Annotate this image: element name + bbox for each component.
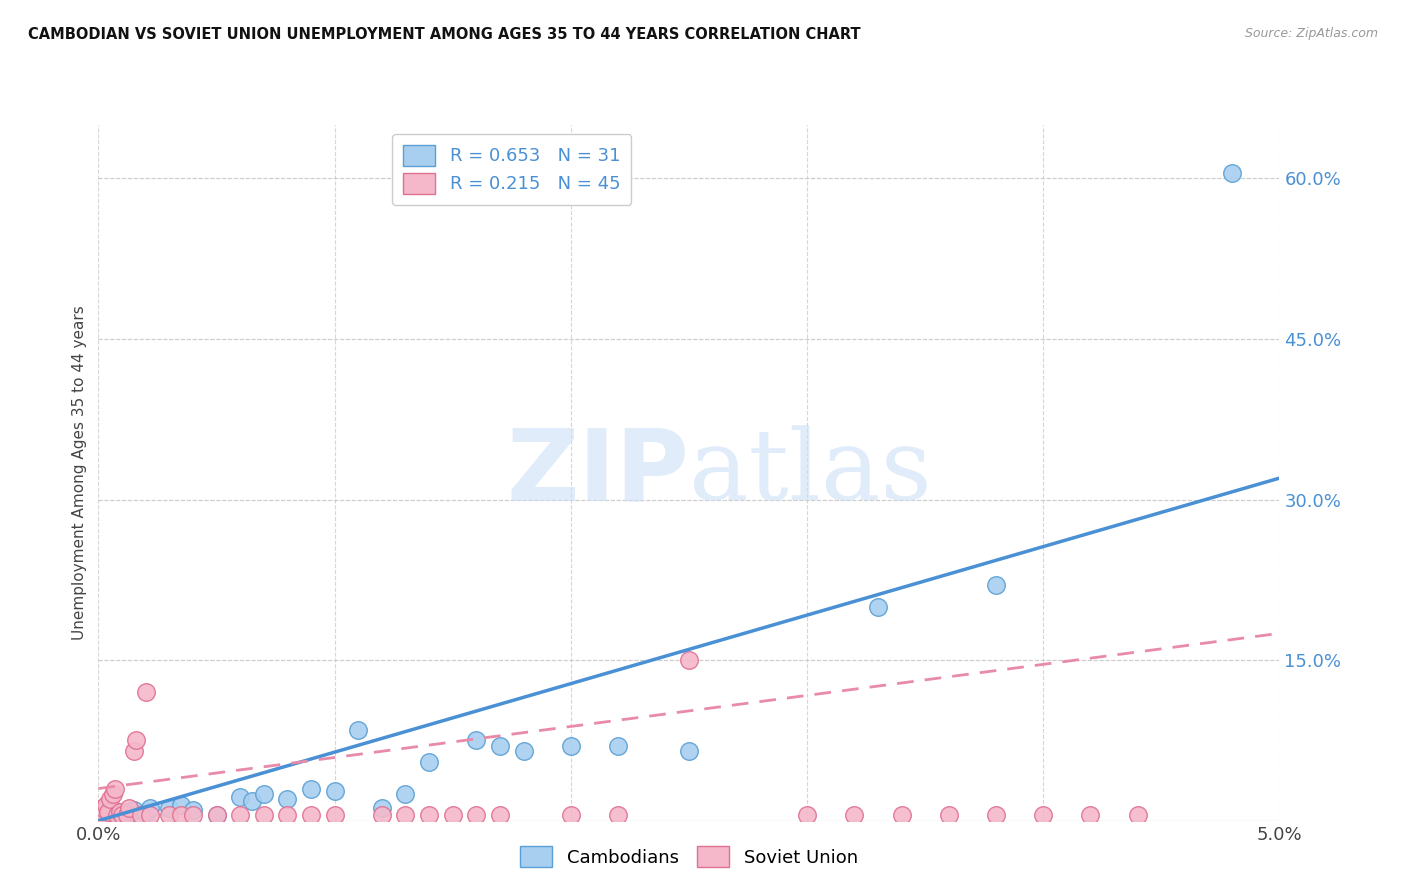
Point <box>118 801 141 815</box>
Point <box>890 808 912 822</box>
Point <box>347 723 370 737</box>
Point <box>115 808 138 822</box>
Point <box>139 801 162 815</box>
Point <box>135 806 157 821</box>
Point <box>1220 166 1243 180</box>
Point <box>299 781 322 796</box>
Point <box>157 801 180 815</box>
Point <box>125 733 148 747</box>
Point <box>844 808 866 822</box>
Point <box>170 808 193 822</box>
Point <box>229 790 252 805</box>
Point <box>98 808 121 822</box>
Point <box>253 787 276 801</box>
Y-axis label: Unemployment Among Ages 35 to 44 years: Unemployment Among Ages 35 to 44 years <box>72 305 87 640</box>
Point <box>97 805 120 819</box>
Point <box>105 808 128 822</box>
Point <box>489 739 512 753</box>
Point <box>678 653 700 667</box>
Point <box>205 808 228 822</box>
Point <box>607 808 630 822</box>
Point <box>98 792 121 806</box>
Point <box>394 808 416 822</box>
Point <box>371 801 394 815</box>
Point <box>299 808 322 822</box>
Point <box>94 797 117 812</box>
Point <box>122 744 145 758</box>
Point <box>94 808 117 822</box>
Point <box>108 805 131 819</box>
Point <box>323 808 346 822</box>
Point <box>984 808 1007 822</box>
Point <box>157 808 180 822</box>
Point <box>181 808 204 822</box>
Point <box>129 808 152 822</box>
Point <box>607 739 630 753</box>
Text: Source: ZipAtlas.com: Source: ZipAtlas.com <box>1244 27 1378 40</box>
Point <box>1032 808 1054 822</box>
Point <box>512 744 534 758</box>
Point <box>1080 808 1102 822</box>
Point <box>111 808 134 822</box>
Point <box>276 792 298 806</box>
Point <box>323 783 346 797</box>
Point <box>984 578 1007 592</box>
Text: ZIP: ZIP <box>506 425 689 521</box>
Point <box>1126 808 1149 822</box>
Point <box>101 787 124 801</box>
Point <box>139 808 162 822</box>
Point <box>796 808 818 822</box>
Point <box>560 808 582 822</box>
Point <box>105 805 128 819</box>
Point <box>418 755 440 769</box>
Text: CAMBODIAN VS SOVIET UNION UNEMPLOYMENT AMONG AGES 35 TO 44 YEARS CORRELATION CHA: CAMBODIAN VS SOVIET UNION UNEMPLOYMENT A… <box>28 27 860 42</box>
Point <box>87 808 110 822</box>
Point <box>170 797 193 812</box>
Point <box>135 685 157 699</box>
Point <box>205 808 228 822</box>
Point <box>104 781 127 796</box>
Point <box>115 805 138 819</box>
Point <box>240 794 263 808</box>
Point <box>678 744 700 758</box>
Point <box>465 808 488 822</box>
Point <box>560 739 582 753</box>
Point <box>111 808 134 822</box>
Point <box>465 733 488 747</box>
Point <box>91 808 114 822</box>
Point <box>229 808 252 822</box>
Legend: Cambodians, Soviet Union: Cambodians, Soviet Union <box>513 839 865 874</box>
Point <box>122 803 145 817</box>
Point <box>938 808 960 822</box>
Point <box>441 808 464 822</box>
Point <box>87 803 110 817</box>
Point <box>276 808 298 822</box>
Point <box>91 801 114 815</box>
Point <box>253 808 276 822</box>
Point <box>371 808 394 822</box>
Point <box>418 808 440 822</box>
Point <box>866 599 889 614</box>
Point <box>489 808 512 822</box>
Text: atlas: atlas <box>689 425 932 521</box>
Point <box>181 803 204 817</box>
Point <box>394 787 416 801</box>
